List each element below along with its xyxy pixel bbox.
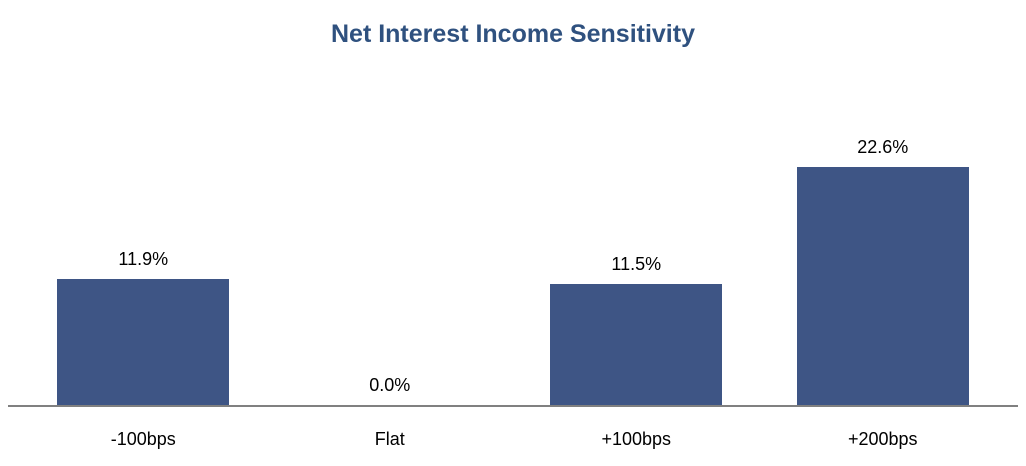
chart-title: Net Interest Income Sensitivity (330, 20, 695, 48)
bar (57, 279, 230, 405)
bar-value-label: 0.0% (369, 375, 411, 395)
x-axis-labels: -100bps Flat +100bps +200bps (20, 429, 1006, 450)
x-axis-label: +200bps (847, 429, 918, 449)
x-axis-label: -100bps (110, 429, 176, 449)
x-axis-label: Flat (374, 429, 405, 449)
bar (796, 167, 969, 405)
bar-value-label: 11.5% (611, 254, 662, 274)
x-axis-label: +100bps (601, 429, 672, 449)
bar-value-label: 22.6% (857, 137, 909, 157)
bar-slot: 22.6% (760, 0, 1007, 405)
bar-value-label: 11.9% (118, 249, 169, 269)
bar-slot: 11.5% (513, 0, 760, 405)
bar (550, 284, 723, 405)
x-axis-line (8, 405, 1018, 407)
plot-area: 11.9% 0.0% 11.5% 22.6% (20, 0, 1006, 405)
bar-slot: 0.0% (267, 0, 514, 405)
bar-slot: 11.9% (20, 0, 267, 405)
